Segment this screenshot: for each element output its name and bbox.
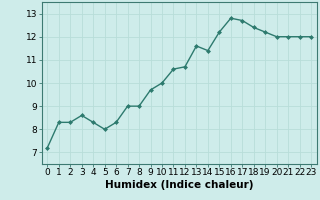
X-axis label: Humidex (Indice chaleur): Humidex (Indice chaleur)	[105, 180, 253, 190]
